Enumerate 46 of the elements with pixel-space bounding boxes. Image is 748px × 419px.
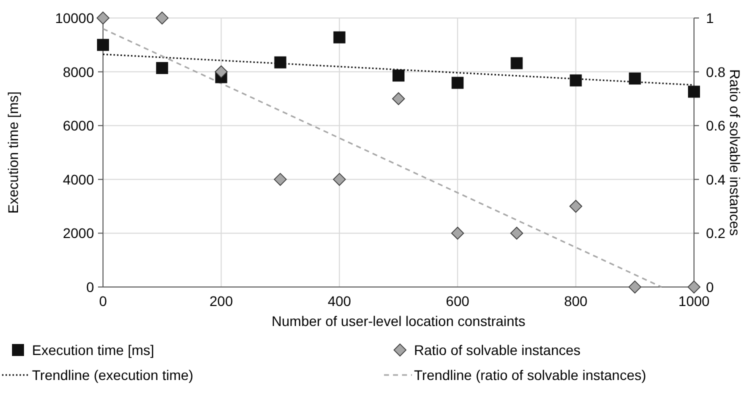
y2-tick-label: 0.4 xyxy=(706,171,726,188)
point xyxy=(628,72,641,85)
legend-label: Trendline (execution time) xyxy=(32,367,194,383)
x-tick-label: 400 xyxy=(328,293,352,309)
y2-axis-title: Ratio of solvable instances xyxy=(727,69,743,236)
point xyxy=(688,86,700,98)
x-tick-label: 600 xyxy=(446,293,470,309)
point xyxy=(333,173,346,186)
point xyxy=(156,12,168,24)
x-tick-label: 200 xyxy=(210,293,234,309)
point xyxy=(156,62,168,74)
point xyxy=(97,38,109,51)
x-axis-title: Number of user-level location constraints xyxy=(272,313,526,329)
point xyxy=(628,280,642,294)
y2-tick-label: 0.8 xyxy=(706,64,726,80)
y2-tick-label: 0.6 xyxy=(706,118,726,134)
point xyxy=(392,70,404,82)
legend-label: Ratio of solvable instances xyxy=(414,342,581,358)
x-tick-label: 0 xyxy=(99,293,108,309)
point xyxy=(96,12,110,24)
y-tick-label: 6000 xyxy=(62,118,94,134)
point xyxy=(452,76,464,89)
y2-tick-label: 0.2 xyxy=(706,225,726,242)
y2-tick-label: 1 xyxy=(706,10,714,26)
point xyxy=(274,173,287,186)
x-tick-label: 800 xyxy=(564,293,588,309)
y-axis-title: Execution time [ms] xyxy=(5,91,21,214)
point xyxy=(570,74,582,86)
legend-label: Execution time [ms] xyxy=(32,342,154,358)
y-tick-label: 4000 xyxy=(62,171,94,188)
y-tick-label: 0 xyxy=(86,279,94,295)
y-tick-label: 2000 xyxy=(62,225,94,242)
y-tick-label: 10000 xyxy=(55,10,94,26)
point xyxy=(451,226,464,240)
point xyxy=(688,280,700,294)
point xyxy=(274,56,286,68)
point xyxy=(333,31,346,44)
point xyxy=(214,65,228,78)
legend-label: Trendline (ratio of solvable instances) xyxy=(414,367,646,383)
x-tick-label: 1000 xyxy=(678,293,710,309)
y2-tick-label: 0 xyxy=(706,279,714,295)
point xyxy=(510,226,524,240)
y-tick-label: 8000 xyxy=(62,64,94,80)
point xyxy=(569,200,582,213)
point xyxy=(392,92,405,106)
point xyxy=(510,57,523,70)
